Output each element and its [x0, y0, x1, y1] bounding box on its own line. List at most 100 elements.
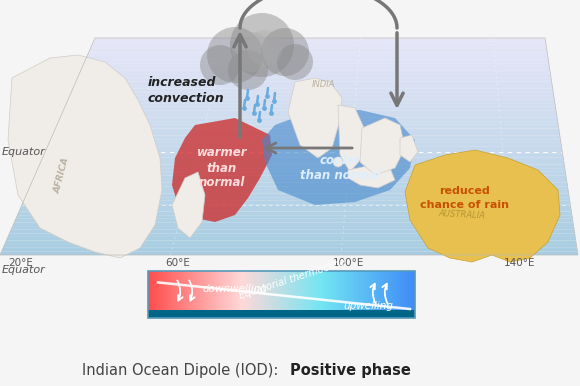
Polygon shape	[37, 168, 565, 172]
Point	[252, 101, 262, 107]
Point	[255, 117, 264, 123]
Text: Equator: Equator	[2, 265, 46, 275]
Text: AFRICA: AFRICA	[53, 156, 71, 194]
Polygon shape	[67, 100, 555, 103]
Polygon shape	[9, 230, 575, 233]
Polygon shape	[63, 107, 556, 110]
Text: 60°E: 60°E	[165, 258, 190, 268]
Point	[262, 93, 271, 99]
Circle shape	[333, 157, 343, 167]
Polygon shape	[50, 135, 560, 139]
Polygon shape	[87, 52, 548, 56]
Polygon shape	[348, 165, 395, 188]
Circle shape	[207, 27, 263, 83]
Polygon shape	[46, 147, 562, 150]
Text: AUSTRALIA: AUSTRALIA	[438, 208, 485, 220]
Polygon shape	[43, 154, 563, 157]
Polygon shape	[59, 118, 557, 121]
Point	[259, 105, 269, 111]
Polygon shape	[93, 38, 546, 42]
Polygon shape	[82, 63, 549, 67]
Polygon shape	[26, 193, 569, 197]
Polygon shape	[48, 143, 561, 147]
Polygon shape	[27, 190, 568, 193]
Polygon shape	[288, 78, 342, 158]
Point	[240, 105, 249, 111]
Text: reduced
chance of rain: reduced chance of rain	[420, 186, 509, 210]
Polygon shape	[19, 208, 571, 212]
Polygon shape	[70, 92, 554, 96]
Circle shape	[228, 50, 268, 90]
Polygon shape	[44, 150, 563, 154]
Bar	[148, 271, 415, 318]
Polygon shape	[71, 89, 553, 92]
Polygon shape	[0, 251, 578, 255]
Polygon shape	[360, 118, 405, 175]
Polygon shape	[81, 67, 550, 71]
Polygon shape	[262, 110, 415, 205]
Point	[242, 95, 252, 101]
Polygon shape	[85, 56, 548, 60]
Polygon shape	[400, 135, 418, 162]
Polygon shape	[338, 105, 365, 172]
Polygon shape	[73, 85, 553, 89]
Polygon shape	[61, 110, 557, 114]
Polygon shape	[35, 172, 566, 175]
Polygon shape	[38, 164, 565, 168]
Polygon shape	[89, 49, 547, 52]
Circle shape	[200, 45, 240, 85]
Text: downwelling: downwelling	[203, 284, 268, 294]
Polygon shape	[84, 60, 549, 63]
Point	[269, 98, 278, 104]
Text: 100°E: 100°E	[332, 258, 364, 268]
Text: cooler
than normal: cooler than normal	[300, 154, 380, 182]
Text: Indian Ocean Dipole (IOD):: Indian Ocean Dipole (IOD):	[82, 362, 288, 378]
Text: Equatorial thermocline: Equatorial thermocline	[238, 257, 347, 301]
Polygon shape	[76, 78, 552, 81]
Text: increased
convection: increased convection	[148, 76, 224, 105]
Text: Equator: Equator	[2, 147, 46, 157]
Polygon shape	[24, 197, 570, 201]
Circle shape	[261, 28, 309, 76]
Polygon shape	[8, 233, 575, 237]
Text: Positive phase: Positive phase	[290, 362, 411, 378]
Circle shape	[232, 32, 272, 72]
Point	[249, 110, 259, 116]
Polygon shape	[2, 248, 578, 251]
Polygon shape	[8, 55, 162, 258]
Polygon shape	[6, 237, 576, 240]
Text: INDIA: INDIA	[312, 80, 335, 89]
Polygon shape	[5, 240, 577, 244]
Text: 140°E: 140°E	[504, 258, 536, 268]
Polygon shape	[41, 157, 564, 161]
Circle shape	[247, 30, 283, 66]
Bar	[148, 310, 415, 318]
Polygon shape	[92, 42, 546, 45]
Polygon shape	[90, 45, 546, 49]
Polygon shape	[405, 150, 560, 262]
Polygon shape	[52, 132, 560, 135]
Polygon shape	[11, 226, 574, 230]
Polygon shape	[17, 212, 572, 215]
Polygon shape	[79, 71, 550, 74]
Polygon shape	[14, 219, 573, 222]
Polygon shape	[20, 204, 571, 208]
Circle shape	[277, 44, 313, 80]
Polygon shape	[49, 139, 561, 143]
Polygon shape	[60, 114, 557, 118]
Polygon shape	[39, 161, 564, 164]
Polygon shape	[13, 222, 574, 226]
Polygon shape	[16, 215, 572, 219]
Polygon shape	[28, 186, 568, 190]
Polygon shape	[65, 103, 556, 107]
Polygon shape	[57, 121, 558, 125]
Polygon shape	[74, 81, 552, 85]
Polygon shape	[172, 172, 205, 238]
Polygon shape	[54, 129, 559, 132]
Polygon shape	[22, 201, 570, 204]
Polygon shape	[32, 179, 567, 183]
Polygon shape	[172, 118, 272, 222]
Polygon shape	[68, 96, 554, 100]
Polygon shape	[78, 74, 551, 78]
Text: 20°E: 20°E	[8, 258, 33, 268]
